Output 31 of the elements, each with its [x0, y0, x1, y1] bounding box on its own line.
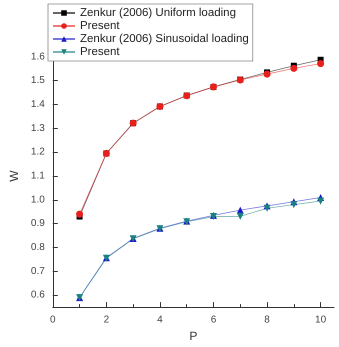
point	[264, 70, 271, 78]
point	[317, 60, 324, 68]
y-axis-title: W	[7, 170, 21, 182]
x-tick-label: 6	[210, 314, 217, 326]
x-tick-label: 4	[157, 314, 164, 326]
y-tick-label: 0.6	[30, 290, 46, 301]
x-axis-title: P	[189, 329, 198, 343]
y-tick-label: 0.7	[30, 266, 46, 277]
legend-label: Zenkur (2006) Uniform loading	[80, 7, 236, 19]
y-tick-label: 1.2	[30, 146, 46, 158]
y-tick-label: 0.9	[30, 218, 46, 230]
y-tick-label: 0.8	[30, 242, 46, 254]
legend-label: Present	[80, 46, 120, 58]
point	[290, 64, 298, 72]
y-tick-label: 1.6	[30, 51, 46, 62]
point	[76, 210, 84, 218]
y-tick-label: 1.0	[30, 194, 46, 206]
y-tick-label: 1.4	[30, 99, 46, 110]
legend-label: Zenkur (2006) Sinusoidal loading	[80, 33, 249, 45]
x-tick-label: 10	[315, 314, 327, 326]
x-tick-label: 0	[50, 314, 56, 326]
point	[236, 212, 244, 220]
y-tick-label: 1.1	[30, 170, 46, 182]
x-tick-label: 8	[264, 314, 270, 326]
x-tick-label: 2	[104, 314, 110, 326]
y-tick-label: 1.5	[30, 75, 46, 86]
point	[264, 204, 271, 212]
legend-label: Present	[80, 20, 120, 32]
y-tick-label: 1.3	[30, 122, 46, 134]
point	[290, 201, 298, 208]
point	[317, 198, 324, 205]
